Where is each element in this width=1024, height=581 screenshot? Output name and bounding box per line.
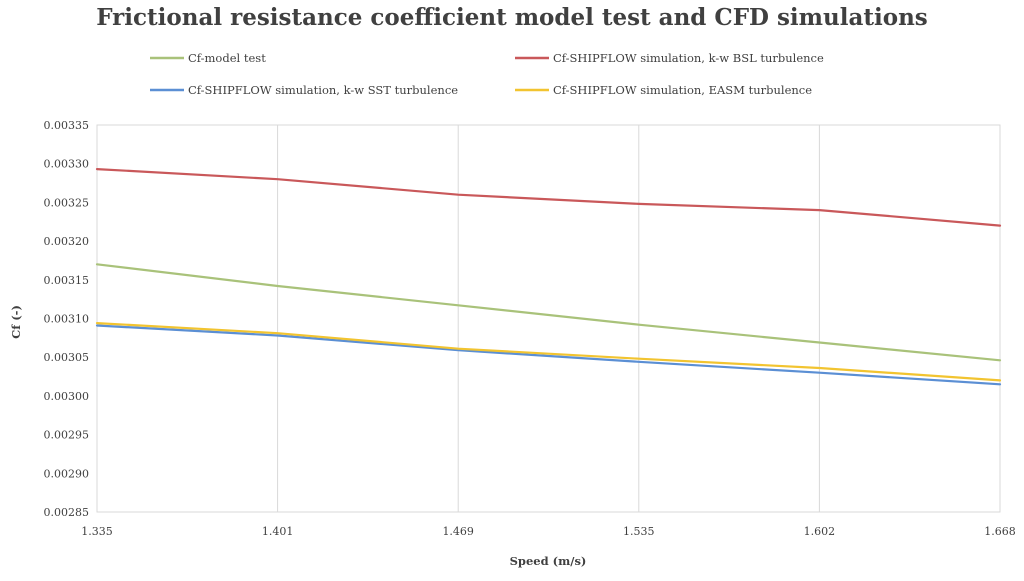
y-tick-label: 0.00335 xyxy=(44,119,90,132)
x-tick-label: 1.535 xyxy=(623,525,655,538)
x-tick-label: 1.469 xyxy=(442,525,474,538)
series-line-4 xyxy=(95,322,1002,382)
series-lines xyxy=(95,168,1002,386)
y-tick-label: 0.00320 xyxy=(44,235,90,248)
y-tick-label: 0.00310 xyxy=(44,313,90,326)
x-tick-label: 1.668 xyxy=(984,525,1016,538)
y-tick-label: 0.00285 xyxy=(44,506,90,519)
legend-label: Cf-SHIPFLOW simulation, EASM turbulence xyxy=(553,83,812,97)
grid-lines xyxy=(96,124,1001,513)
legend-label: Cf-model test xyxy=(188,51,266,65)
chart-title: Frictional resistance coefficient model … xyxy=(96,4,928,31)
legend-item-3: Cf-SHIPFLOW simulation, k-w SST turbulen… xyxy=(150,83,458,97)
plot-area-border xyxy=(96,124,1001,513)
x-tick-label: 1.602 xyxy=(804,525,836,538)
legend-item-1: Cf-model test xyxy=(150,51,266,65)
y-axis-label: Cf (-) xyxy=(9,305,23,339)
y-tick-label: 0.00315 xyxy=(44,274,90,287)
y-tick-label: 0.00295 xyxy=(44,429,90,442)
legend-label: Cf-SHIPFLOW simulation, k-w BSL turbulen… xyxy=(553,51,824,65)
y-tick-label: 0.00290 xyxy=(44,467,90,480)
y-tick-label: 0.00330 xyxy=(44,158,90,171)
legend-item-4: Cf-SHIPFLOW simulation, EASM turbulence xyxy=(515,83,812,97)
x-tick-label: 1.335 xyxy=(81,525,113,538)
y-tick-label: 0.00300 xyxy=(44,390,90,403)
y-tick-label: 0.00325 xyxy=(44,196,90,209)
x-tick-label: 1.401 xyxy=(262,525,294,538)
x-axis-ticks: 1.335 1.401 1.469 1.535 1.602 1.668 xyxy=(81,525,1016,538)
series-line-2 xyxy=(95,168,1002,227)
y-axis-ticks: 0.00285 0.00290 0.00295 0.00300 0.00305 0.003… xyxy=(44,119,90,519)
legend-label: Cf-SHIPFLOW simulation, k-w SST turbulen… xyxy=(188,83,458,97)
series-line-1 xyxy=(95,263,1002,362)
x-axis-label: Speed (m/s) xyxy=(510,554,587,568)
series-line-3 xyxy=(95,324,1002,386)
legend-item-2: Cf-SHIPFLOW simulation, k-w BSL turbulen… xyxy=(515,51,824,65)
legend: Cf-model test Cf-SHIPFLOW simulation, k-w… xyxy=(150,51,824,97)
y-tick-label: 0.00305 xyxy=(44,351,90,364)
